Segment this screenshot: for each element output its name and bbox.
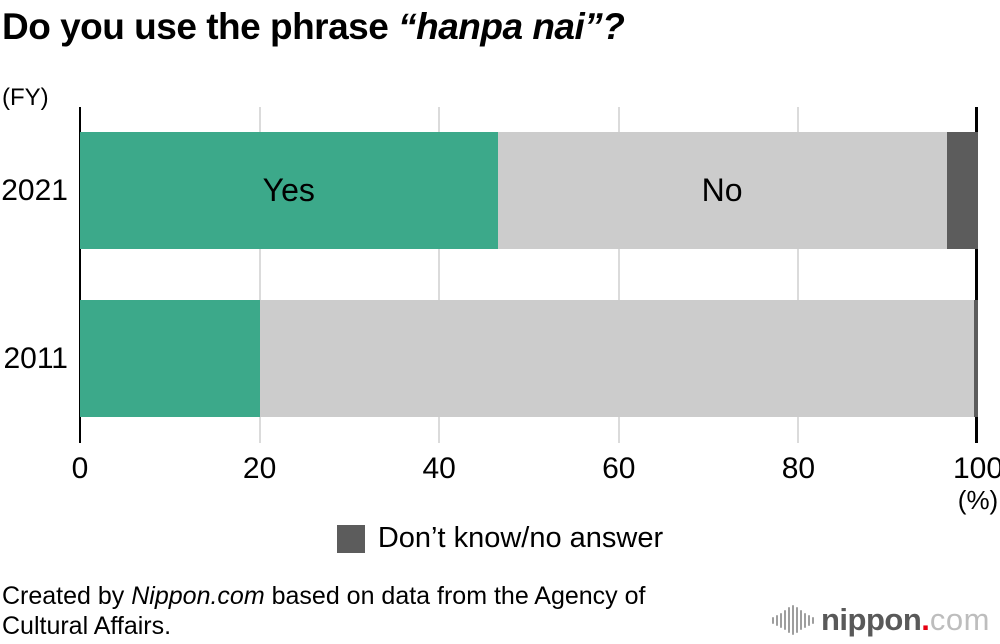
x-tick-label-0: 0	[71, 452, 89, 485]
bar-segment-2021-yes: Yes	[80, 132, 498, 249]
bar-segment-label: Yes	[262, 172, 315, 208]
credit-brand: Nippon.com	[131, 582, 265, 610]
gridline-60	[617, 107, 620, 443]
bar-segment-2011-dont_know	[973, 300, 978, 417]
category-label-2021: 2021	[1, 174, 68, 207]
y-axis-line	[79, 107, 81, 443]
x-axis-ticks: 0 20 40 60 80 100	[72, 452, 1000, 485]
credit-text: Created by Nippon.com based on data from…	[2, 581, 702, 641]
credit-suffix: based on data from the Agency of	[264, 582, 646, 610]
legend: Don’t know/no answer	[0, 522, 1000, 555]
gridline-40	[438, 107, 441, 443]
legend-label: Don’t know/no answer	[377, 522, 664, 554]
bar-segment-2021-no: No	[497, 132, 947, 249]
bar-segment-2011-yes	[80, 300, 260, 417]
gridline-80	[797, 107, 800, 443]
x-tick-label-40: 40	[422, 452, 456, 485]
bar-2021: Yes No	[80, 132, 978, 249]
bar-segment-label: No	[701, 172, 743, 208]
x-tick-label-20: 20	[242, 452, 277, 485]
x-tick-label-80: 80	[781, 452, 816, 485]
plot-area: Yes No	[79, 107, 978, 443]
gridline-20	[258, 107, 261, 443]
y-axis-unit-label: (FY)	[2, 84, 49, 111]
category-label-2011: 2011	[3, 342, 68, 375]
nippon-logo: nippon . com	[772, 600, 990, 640]
x-tick-label-100: 100	[952, 452, 1000, 485]
logo-word: nippon	[821, 602, 922, 637]
credit-prefix: Created by	[2, 582, 132, 610]
bar-segment-2021-dont_know	[946, 132, 978, 249]
logo-tld: com	[929, 602, 990, 637]
legend-swatch-dont-know	[336, 524, 365, 553]
title-text: Do you use the phrase	[2, 6, 399, 47]
x-axis-unit-label: (%)	[957, 485, 999, 515]
bar-2011	[80, 300, 978, 417]
soundwave-icon	[772, 604, 814, 636]
credit-line2: Cultural Affairs.	[2, 612, 172, 640]
bar-segment-2011-no	[259, 300, 974, 417]
x-tick-label-60: 60	[602, 452, 636, 485]
page-title: Do you use the phrase “hanpa nai”?	[2, 6, 625, 48]
title-emphasis: “hanpa nai”?	[398, 6, 625, 47]
right-boundary-line	[975, 107, 978, 443]
logo-dot: .	[921, 602, 930, 637]
